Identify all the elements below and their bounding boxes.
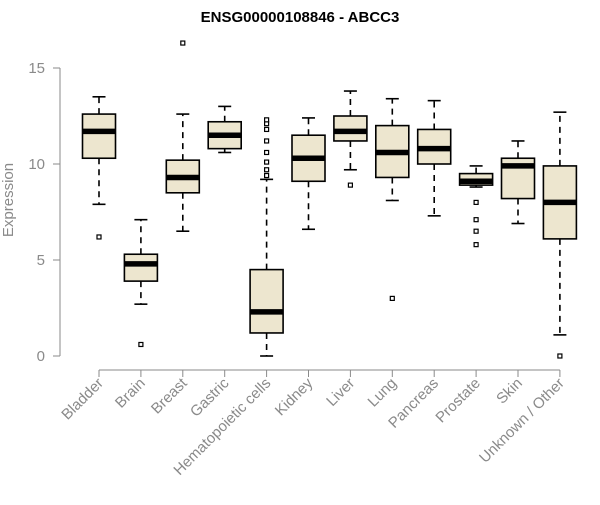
x-tick-label: Bladder — [58, 375, 107, 424]
y-tick-label: 0 — [37, 348, 45, 365]
x-tick-label: Skin — [493, 375, 526, 408]
outlier-point — [264, 126, 270, 133]
x-tick-label: Prostate — [432, 375, 484, 427]
outlier-point — [180, 40, 186, 46]
outlier-point — [264, 138, 270, 144]
boxes-layer — [81, 40, 578, 359]
box-group — [500, 140, 536, 225]
outlier-point — [557, 353, 563, 359]
box-group — [291, 117, 326, 231]
box-group — [81, 96, 117, 240]
outlier-point — [389, 295, 395, 301]
box-iqr — [123, 253, 159, 282]
box-iqr — [81, 113, 117, 160]
box-group — [207, 105, 242, 154]
box-group — [542, 111, 578, 359]
outlier-point — [138, 341, 144, 348]
outlier-point — [264, 159, 270, 165]
box-group — [165, 40, 201, 232]
box-group — [249, 117, 284, 357]
outlier-point — [473, 242, 479, 248]
box-group — [374, 97, 410, 301]
box-group — [123, 218, 159, 348]
y-axis: 0 5 10 15 — [28, 60, 61, 365]
outlier-point — [264, 172, 270, 179]
outlier-point — [264, 149, 270, 156]
x-tick-label: Liver — [323, 375, 358, 410]
y-tick-label: 5 — [37, 252, 45, 269]
box-group — [333, 90, 368, 188]
outlier-point — [264, 167, 270, 173]
box-group — [458, 165, 494, 248]
y-axis-label: Expression — [0, 163, 17, 237]
x-tick-label: Lung — [365, 375, 401, 411]
box-iqr — [249, 268, 284, 334]
chart-title: ENSG00000108846 - ABCC3 — [201, 9, 400, 26]
box-iqr — [333, 115, 368, 142]
box-group — [416, 99, 452, 217]
y-tick-label: 15 — [28, 60, 45, 77]
outlier-point — [473, 199, 479, 205]
outlier-point — [347, 182, 353, 188]
x-tick-label: Kidney — [272, 374, 317, 419]
outlier-point — [473, 217, 479, 223]
x-tick-label: Brain — [112, 375, 149, 412]
outlier-point — [473, 228, 479, 234]
x-tick-label: Breast — [148, 374, 191, 417]
outlier-point — [96, 234, 102, 240]
outlier-point — [264, 117, 270, 123]
y-tick-label: 10 — [28, 156, 45, 173]
